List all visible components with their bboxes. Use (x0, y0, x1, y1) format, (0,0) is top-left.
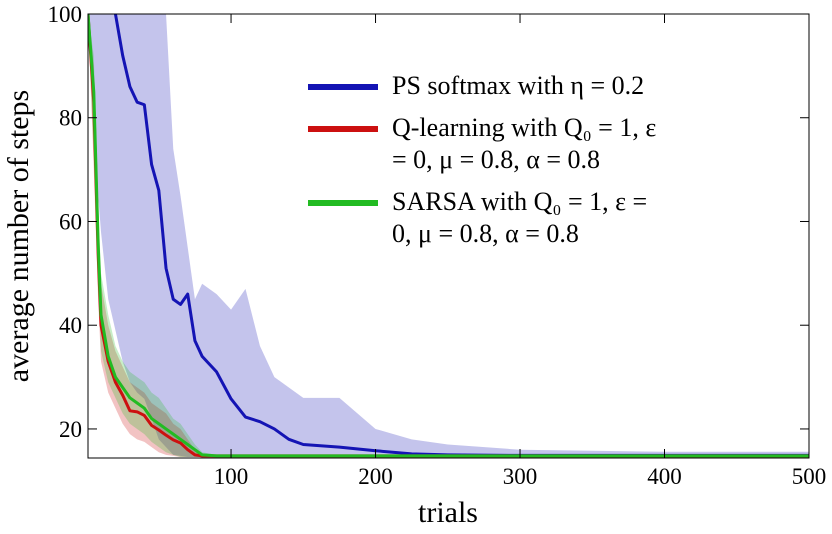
legend-swatch (308, 200, 378, 206)
legend-swatch (308, 126, 378, 132)
plot-frame (87, 13, 810, 459)
legend-swatch (308, 84, 378, 90)
x-axis-label: trials (418, 496, 478, 529)
legend-label: SARSA with Q₀ = 1, ε = 0, μ = 0.8, α = 0… (392, 187, 648, 248)
legend-entry: PS softmax with η = 0.2 (308, 70, 668, 102)
band (88, 14, 809, 457)
series-line (88, 14, 809, 458)
band (88, 14, 809, 457)
y-tick-label: 40 (59, 313, 82, 338)
legend: PS softmax with η = 0.2 Q-learning with Q… (308, 70, 668, 260)
x-tick-label: 300 (503, 464, 538, 489)
x-tick-label: 200 (358, 464, 393, 489)
band (88, 14, 809, 457)
y-axis-label: average number of steps (2, 90, 35, 382)
legend-entry: Q-learning with Q₀ = 1, ε = 0, μ = 0.8, … (308, 112, 668, 176)
y-tick-label: 60 (59, 209, 82, 234)
y-tick-label: 20 (59, 417, 82, 442)
x-tick-label: 400 (647, 464, 682, 489)
lines (88, 14, 809, 458)
y-tick-label: 100 (48, 2, 83, 27)
y-tick-label: 80 (59, 106, 82, 131)
legend-label: Q-learning with Q₀ = 1, ε = 0, μ = 0.8, … (392, 113, 657, 174)
legend-entry: SARSA with Q₀ = 1, ε = 0, μ = 0.8, α = 0… (308, 186, 668, 250)
bands (88, 14, 809, 457)
x-tick-label: 100 (214, 464, 249, 489)
x-tick-label: 500 (792, 464, 827, 489)
legend-label: PS softmax with η = 0.2 (392, 71, 645, 100)
